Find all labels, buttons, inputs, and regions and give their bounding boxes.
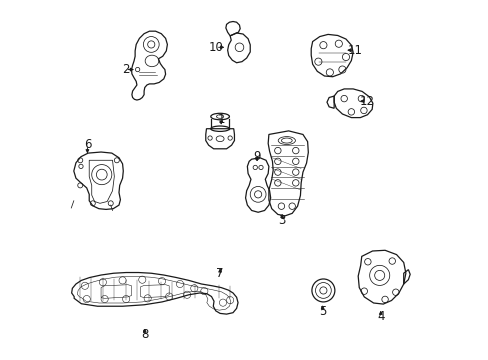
Text: 8: 8: [141, 328, 148, 341]
Text: 9: 9: [253, 150, 260, 163]
Text: 10: 10: [208, 41, 223, 54]
Text: 6: 6: [83, 138, 91, 151]
Text: 7: 7: [216, 267, 224, 280]
Text: 5: 5: [318, 305, 325, 318]
Text: 12: 12: [359, 95, 374, 108]
Text: 1: 1: [217, 113, 224, 126]
Text: 11: 11: [347, 44, 362, 57]
Text: 2: 2: [122, 63, 129, 76]
Text: 4: 4: [376, 310, 384, 324]
Text: 3: 3: [278, 214, 285, 227]
